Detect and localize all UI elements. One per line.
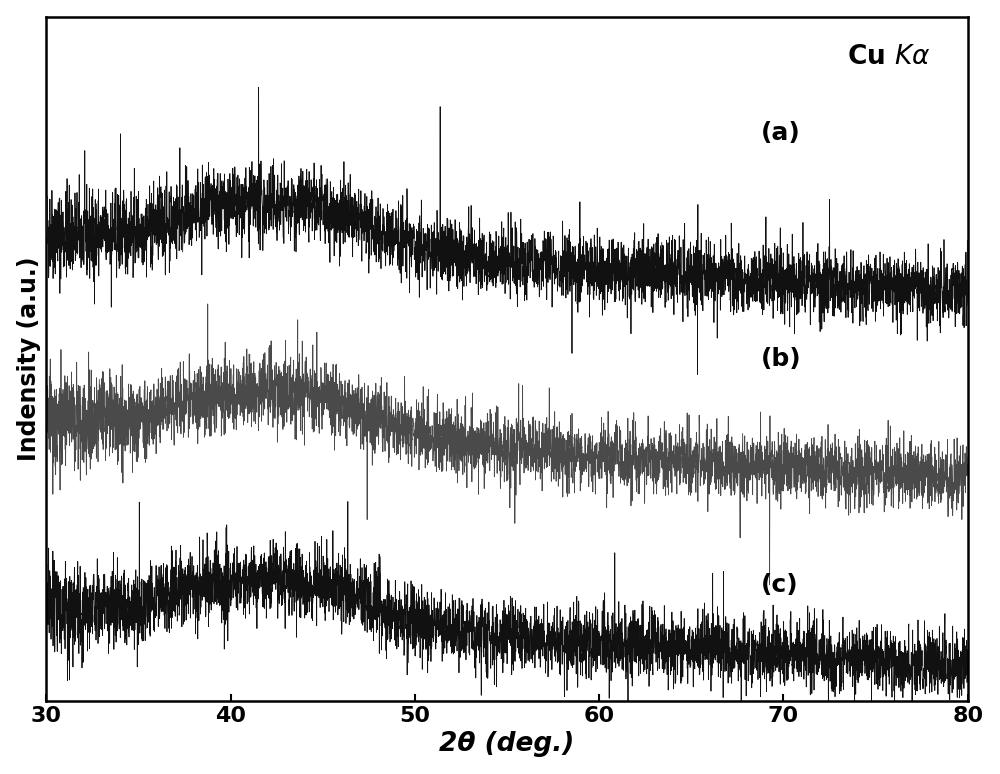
Y-axis label: Indensity (a.u.): Indensity (a.u.) [17, 256, 41, 461]
Text: Cu $\mathit{K}\alpha$: Cu $\mathit{K}\alpha$ [847, 44, 931, 70]
Text: (c): (c) [760, 573, 798, 597]
X-axis label: 2θ (deg.): 2θ (deg.) [439, 731, 575, 757]
Text: (a): (a) [760, 121, 800, 145]
Text: (b): (b) [760, 347, 801, 371]
